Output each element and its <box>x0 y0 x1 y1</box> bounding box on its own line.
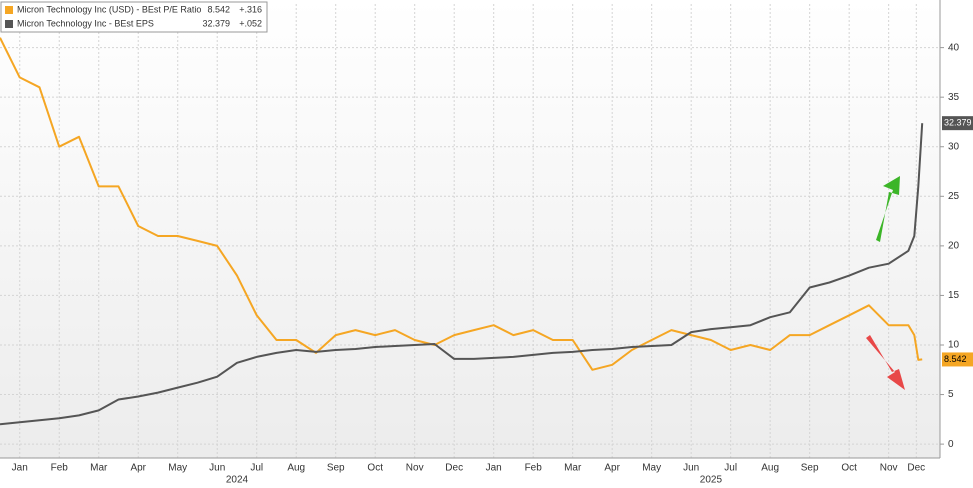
y-tick-label: 5 <box>948 389 954 400</box>
x-tick-label: Apr <box>604 463 620 474</box>
year-label: 2025 <box>700 475 723 486</box>
x-tick-label: May <box>642 463 661 474</box>
down-arrow <box>866 335 905 390</box>
plot-background <box>0 0 940 458</box>
last-value-box <box>942 116 973 131</box>
x-tick-label: Sep <box>801 463 819 474</box>
x-tick-label: Jul <box>724 463 737 474</box>
x-tick-label: Aug <box>761 463 779 474</box>
last-value-label: 32.379 <box>944 118 972 128</box>
x-tick-label: Aug <box>287 463 305 474</box>
series-line <box>0 123 924 426</box>
legend-value: 8.542 <box>207 4 230 14</box>
x-tick-label: Jan <box>12 463 28 474</box>
y-tick-label: 35 <box>948 92 960 103</box>
legend-label: Micron Technology Inc - BEst EPS <box>17 18 154 28</box>
x-tick-label: Dec <box>445 463 463 474</box>
y-tick-label: 25 <box>948 191 960 202</box>
x-tick-label: Jun <box>683 463 699 474</box>
grid <box>0 4 940 458</box>
legend: Micron Technology Inc (USD) - BEst P/E R… <box>0 1 268 33</box>
y-tick-label: 30 <box>948 141 960 152</box>
x-tick-label: Mar <box>90 463 108 474</box>
last-value-box <box>942 352 973 367</box>
legend-label: Micron Technology Inc (USD) - BEst P/E R… <box>17 4 201 14</box>
y-tick-label: 0 <box>948 439 954 450</box>
legend-change: +.052 <box>239 18 262 28</box>
legend-change: +.316 <box>239 4 262 14</box>
legend-swatch <box>5 20 13 28</box>
x-tick-label: Oct <box>367 463 383 474</box>
x-tick-label: Nov <box>880 463 898 474</box>
up-arrow <box>876 176 900 242</box>
y-tick-label: 15 <box>948 290 960 301</box>
y-tick-label: 20 <box>948 241 960 252</box>
x-tick-label: Jun <box>209 463 225 474</box>
legend-swatch <box>5 6 13 14</box>
x-tick-label: Sep <box>327 463 345 474</box>
y-tick-label: 40 <box>948 42 960 53</box>
last-value-label: 8.542 <box>944 354 967 364</box>
year-label: 2024 <box>226 475 249 486</box>
y-tick-label: 10 <box>948 340 960 351</box>
x-tick-label: Oct <box>841 463 857 474</box>
x-tick-label: Apr <box>130 463 146 474</box>
x-tick-label: Feb <box>51 463 69 474</box>
x-tick-label: May <box>168 463 187 474</box>
x-tick-label: Feb <box>525 463 543 474</box>
lines <box>0 37 924 426</box>
x-tick-label: Mar <box>564 463 582 474</box>
x-tick-label: Jan <box>486 463 502 474</box>
x-tick-label: Nov <box>406 463 424 474</box>
legend-box <box>0 1 268 33</box>
x-tick-label: Jul <box>250 463 263 474</box>
series-line <box>0 37 923 371</box>
x-tick-label: Dec <box>907 463 925 474</box>
legend-value: 32.379 <box>202 18 230 28</box>
